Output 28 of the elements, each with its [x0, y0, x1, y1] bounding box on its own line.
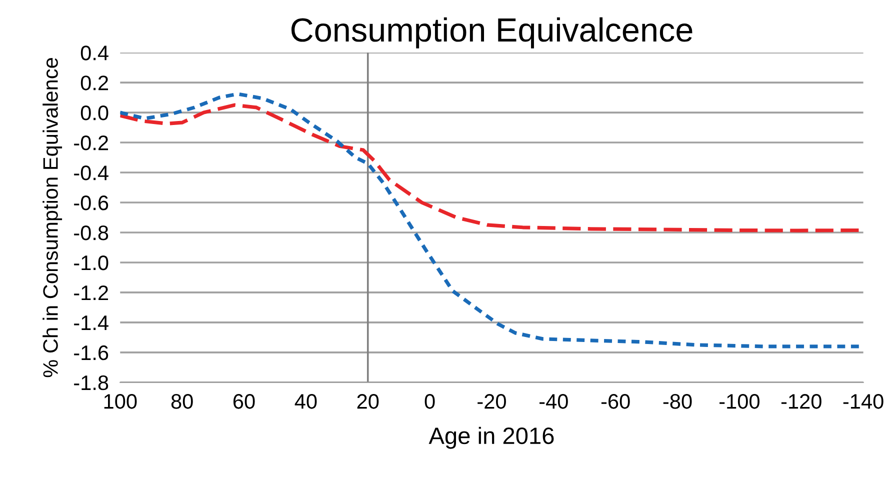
y-tick-label: -1.2 [74, 285, 108, 300]
y-tick-label: -0.4 [74, 166, 108, 180]
x-tick-label: 80 [171, 394, 193, 409]
x-tick-label: -60 [601, 394, 630, 409]
x-tick-label: -120 [781, 394, 822, 409]
x-tick-label: -40 [540, 394, 568, 409]
x-tick-label: 100 [104, 394, 137, 409]
y-tick-label: -1.0 [74, 255, 108, 270]
x-axis-title: Age in 2016 [428, 426, 554, 449]
chart-title: Consumption Equivalcence [291, 17, 692, 48]
y-tick-label: 0.4 [80, 46, 108, 60]
x-tick-label: 40 [294, 394, 317, 409]
y-tick-label: 0.0 [80, 106, 108, 120]
x-tick-label: -140 [843, 394, 884, 409]
x-tick-label: 60 [233, 394, 255, 409]
x-tick-label: -80 [663, 394, 692, 409]
y-tick-label: -0.8 [74, 225, 108, 240]
x-tick-label: -100 [720, 394, 760, 409]
y-axis-title: % Ch in Consumption Equivalence [42, 58, 62, 378]
y-tick-label: -1.8 [74, 375, 108, 390]
x-tick-label: 20 [357, 394, 379, 409]
y-tick-label: -1.6 [74, 345, 108, 360]
y-tick-label: 0.2 [80, 76, 108, 90]
x-tick-label: -20 [478, 394, 506, 409]
x-tick-label: 0 [424, 394, 435, 409]
y-tick-label: -1.4 [74, 316, 108, 330]
y-tick-label: -0.2 [74, 136, 108, 150]
y-tick-label: -0.6 [74, 196, 108, 210]
